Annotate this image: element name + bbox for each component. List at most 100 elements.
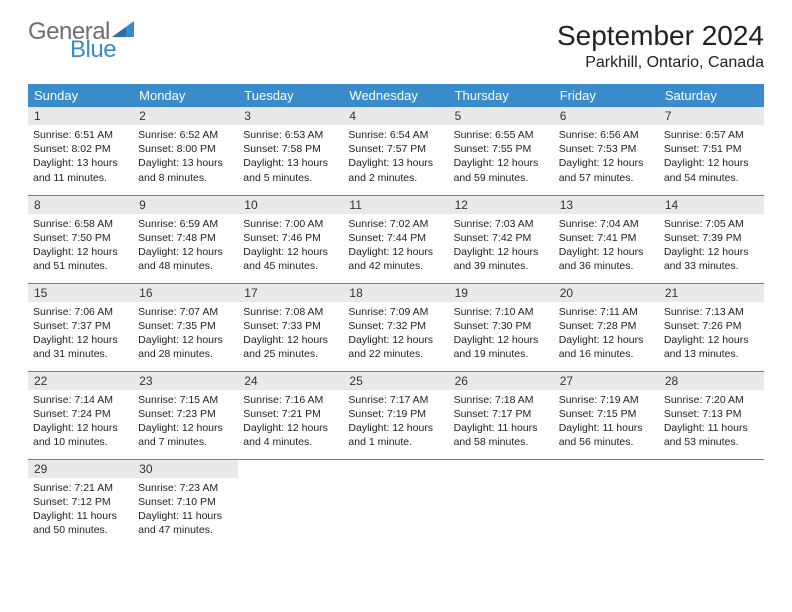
- sunset-text: Sunset: 8:00 PM: [138, 142, 233, 156]
- sunset-text: Sunset: 7:28 PM: [559, 319, 654, 333]
- day-number: 22: [28, 372, 133, 390]
- sunset-text: Sunset: 7:41 PM: [559, 231, 654, 245]
- calendar-cell: 15Sunrise: 7:06 AMSunset: 7:37 PMDayligh…: [28, 283, 133, 371]
- daylight-text: Daylight: 13 hours and 2 minutes.: [348, 156, 443, 184]
- calendar-cell: 16Sunrise: 7:07 AMSunset: 7:35 PMDayligh…: [133, 283, 238, 371]
- daylight-text: Daylight: 12 hours and 36 minutes.: [559, 245, 654, 273]
- sunset-text: Sunset: 8:02 PM: [33, 142, 128, 156]
- day-number: 15: [28, 284, 133, 302]
- daylight-text: Daylight: 11 hours and 50 minutes.: [33, 509, 128, 537]
- day-number: 16: [133, 284, 238, 302]
- dayname-friday: Friday: [554, 84, 659, 107]
- calendar-cell: 14Sunrise: 7:05 AMSunset: 7:39 PMDayligh…: [659, 195, 764, 283]
- sunset-text: Sunset: 7:15 PM: [559, 407, 654, 421]
- day-data: Sunrise: 7:23 AMSunset: 7:10 PMDaylight:…: [133, 478, 238, 543]
- calendar-week-row: 8Sunrise: 6:58 AMSunset: 7:50 PMDaylight…: [28, 195, 764, 283]
- daylight-text: Daylight: 12 hours and 42 minutes.: [348, 245, 443, 273]
- sunrise-text: Sunrise: 7:17 AM: [348, 393, 443, 407]
- month-title: September 2024: [557, 20, 764, 52]
- sunrise-text: Sunrise: 7:07 AM: [138, 305, 233, 319]
- day-number: 26: [449, 372, 554, 390]
- dayname-row: Sunday Monday Tuesday Wednesday Thursday…: [28, 84, 764, 107]
- day-data: Sunrise: 6:53 AMSunset: 7:58 PMDaylight:…: [238, 125, 343, 190]
- day-number: 10: [238, 196, 343, 214]
- sunset-text: Sunset: 7:57 PM: [348, 142, 443, 156]
- calendar-cell: [554, 459, 659, 547]
- calendar-cell: 25 Sunrise: 7:17 AMSunset: 7:19 PMDayligh…: [343, 371, 448, 459]
- sunset-text: Sunset: 7:35 PM: [138, 319, 233, 333]
- sunset-text: Sunset: 7:48 PM: [138, 231, 233, 245]
- day-number: 30: [133, 460, 238, 478]
- sunrise-text: Sunrise: 6:58 AM: [33, 217, 128, 231]
- sunset-text: Sunset: 7:19 PM: [348, 407, 443, 421]
- calendar-cell: 30Sunrise: 7:23 AMSunset: 7:10 PMDayligh…: [133, 459, 238, 547]
- sunrise-text: Sunrise: 7:15 AM: [138, 393, 233, 407]
- daylight-text: Daylight: 12 hours and 33 minutes.: [664, 245, 759, 273]
- day-data: Sunrise: 6:59 AMSunset: 7:48 PMDaylight:…: [133, 214, 238, 279]
- sunrise-text: Sunrise: 7:16 AM: [243, 393, 338, 407]
- calendar-cell: 18Sunrise: 7:09 AMSunset: 7:32 PMDayligh…: [343, 283, 448, 371]
- daylight-text: Daylight: 12 hours and 54 minutes.: [664, 156, 759, 184]
- day-data: Sunrise: 7:02 AMSunset: 7:44 PMDaylight:…: [343, 214, 448, 279]
- sunset-text: Sunset: 7:55 PM: [454, 142, 549, 156]
- sunrise-text: Sunrise: 7:02 AM: [348, 217, 443, 231]
- day-number: 24: [238, 372, 343, 390]
- day-data: Sunrise: 7:11 AMSunset: 7:28 PMDaylight:…: [554, 302, 659, 367]
- sunrise-text: Sunrise: 7:09 AM: [348, 305, 443, 319]
- day-data: Sunrise: 7:19 AMSunset: 7:15 PMDaylight:…: [554, 390, 659, 455]
- daylight-text: Daylight: 12 hours and 7 minutes.: [138, 421, 233, 449]
- daylight-text: Daylight: 12 hours and 1 minute.: [348, 421, 443, 449]
- day-number: 28: [659, 372, 764, 390]
- daylight-text: Daylight: 11 hours and 53 minutes.: [664, 421, 759, 449]
- calendar-cell: 19Sunrise: 7:10 AMSunset: 7:30 PMDayligh…: [449, 283, 554, 371]
- calendar-cell: 23 Sunrise: 7:15 AMSunset: 7:23 PMDayligh…: [133, 371, 238, 459]
- daylight-text: Daylight: 12 hours and 4 minutes.: [243, 421, 338, 449]
- location-label: Parkhill, Ontario, Canada: [557, 54, 764, 72]
- dayname-thursday: Thursday: [449, 84, 554, 107]
- day-number: 20: [554, 284, 659, 302]
- day-number: 25: [343, 372, 448, 390]
- day-data: Sunrise: 7:08 AMSunset: 7:33 PMDaylight:…: [238, 302, 343, 367]
- sunset-text: Sunset: 7:23 PM: [138, 407, 233, 421]
- calendar-cell: 7Sunrise: 6:57 AMSunset: 7:51 PMDaylight…: [659, 107, 764, 195]
- day-number: 29: [28, 460, 133, 478]
- calendar-cell: 29Sunrise: 7:21 AMSunset: 7:12 PMDayligh…: [28, 459, 133, 547]
- day-data: Sunrise: 7:10 AMSunset: 7:30 PMDaylight:…: [449, 302, 554, 367]
- day-data: Sunrise: 7:06 AMSunset: 7:37 PMDaylight:…: [28, 302, 133, 367]
- day-data: Sunrise: 6:52 AMSunset: 8:00 PMDaylight:…: [133, 125, 238, 190]
- day-data: Sunrise: 7:21 AMSunset: 7:12 PMDaylight:…: [28, 478, 133, 543]
- day-data: Sunrise: 6:58 AMSunset: 7:50 PMDaylight:…: [28, 214, 133, 279]
- sunset-text: Sunset: 7:51 PM: [664, 142, 759, 156]
- calendar-week-row: 29Sunrise: 7:21 AMSunset: 7:12 PMDayligh…: [28, 459, 764, 547]
- sunrise-text: Sunrise: 7:14 AM: [33, 393, 128, 407]
- dayname-monday: Monday: [133, 84, 238, 107]
- sunrise-text: Sunrise: 6:55 AM: [454, 128, 549, 142]
- daylight-text: Daylight: 11 hours and 56 minutes.: [559, 421, 654, 449]
- day-data: Sunrise: 6:57 AMSunset: 7:51 PMDaylight:…: [659, 125, 764, 190]
- daylight-text: Daylight: 12 hours and 25 minutes.: [243, 333, 338, 361]
- calendar-cell: 13Sunrise: 7:04 AMSunset: 7:41 PMDayligh…: [554, 195, 659, 283]
- sunset-text: Sunset: 7:58 PM: [243, 142, 338, 156]
- daylight-text: Daylight: 11 hours and 58 minutes.: [454, 421, 549, 449]
- calendar-week-row: 15Sunrise: 7:06 AMSunset: 7:37 PMDayligh…: [28, 283, 764, 371]
- day-data: Sunrise: 7:03 AMSunset: 7:42 PMDaylight:…: [449, 214, 554, 279]
- sunrise-text: Sunrise: 7:19 AM: [559, 393, 654, 407]
- sunset-text: Sunset: 7:42 PM: [454, 231, 549, 245]
- day-number: 23: [133, 372, 238, 390]
- day-data: Sunrise: 6:51 AMSunset: 8:02 PMDaylight:…: [28, 125, 133, 190]
- sunrise-text: Sunrise: 7:06 AM: [33, 305, 128, 319]
- daylight-text: Daylight: 12 hours and 22 minutes.: [348, 333, 443, 361]
- sunrise-text: Sunrise: 7:11 AM: [559, 305, 654, 319]
- sunset-text: Sunset: 7:13 PM: [664, 407, 759, 421]
- sunset-text: Sunset: 7:21 PM: [243, 407, 338, 421]
- sunrise-text: Sunrise: 6:59 AM: [138, 217, 233, 231]
- sunrise-text: Sunrise: 6:53 AM: [243, 128, 338, 142]
- daylight-text: Daylight: 13 hours and 5 minutes.: [243, 156, 338, 184]
- day-data: Sunrise: 7:16 AMSunset: 7:21 PMDaylight:…: [238, 390, 343, 455]
- header: General Blue September 2024 Parkhill, On…: [28, 20, 764, 72]
- day-number: 4: [343, 107, 448, 125]
- calendar-week-row: 1Sunrise: 6:51 AMSunset: 8:02 PMDaylight…: [28, 107, 764, 195]
- dayname-sunday: Sunday: [28, 84, 133, 107]
- calendar-cell: 10Sunrise: 7:00 AMSunset: 7:46 PMDayligh…: [238, 195, 343, 283]
- calendar-table: Sunday Monday Tuesday Wednesday Thursday…: [28, 84, 764, 547]
